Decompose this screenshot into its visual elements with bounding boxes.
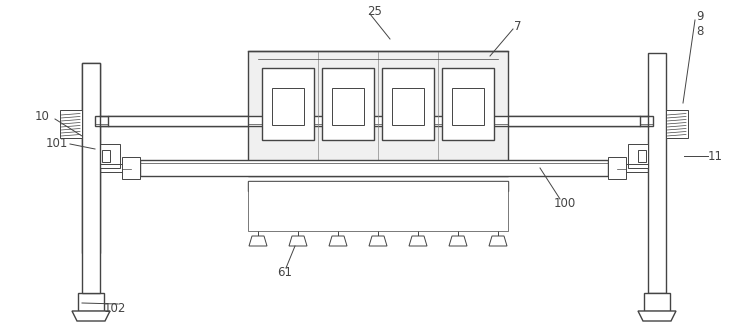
Bar	[102, 150, 110, 162]
Bar	[453, 181, 463, 189]
Polygon shape	[249, 236, 267, 246]
Bar	[291, 201, 305, 219]
Bar	[293, 181, 303, 189]
Text: 102: 102	[104, 303, 126, 315]
Bar	[82, 63, 100, 293]
Bar	[82, 63, 100, 253]
Text: 7: 7	[514, 20, 522, 32]
Text: 10: 10	[34, 110, 49, 122]
Bar	[60, 110, 82, 138]
Bar	[248, 51, 508, 176]
Bar	[382, 68, 434, 139]
Bar	[666, 110, 682, 138]
Bar	[108, 116, 248, 126]
Bar	[648, 53, 666, 293]
Bar	[413, 181, 423, 189]
Bar	[373, 181, 383, 189]
Text: 61: 61	[278, 266, 292, 279]
Polygon shape	[369, 236, 387, 246]
Bar	[452, 87, 484, 124]
Bar	[451, 201, 465, 219]
Bar	[608, 157, 626, 179]
Text: 9: 9	[696, 10, 704, 23]
Bar	[666, 110, 688, 138]
Polygon shape	[638, 311, 676, 321]
Bar	[333, 181, 343, 189]
Bar	[272, 87, 304, 124]
Text: 25: 25	[367, 5, 382, 18]
Bar	[628, 144, 648, 168]
Text: 100: 100	[554, 197, 576, 210]
Bar	[442, 68, 494, 139]
Polygon shape	[72, 311, 110, 321]
Bar	[95, 116, 653, 126]
Bar	[392, 87, 424, 124]
Text: 11: 11	[708, 150, 723, 163]
Text: 101: 101	[46, 136, 68, 150]
Polygon shape	[489, 236, 507, 246]
Bar	[644, 293, 670, 311]
Bar	[371, 201, 385, 219]
Bar	[251, 201, 265, 219]
Bar	[140, 160, 608, 176]
Bar	[322, 68, 374, 139]
Bar	[248, 181, 508, 231]
Bar	[248, 181, 508, 191]
Bar	[100, 144, 120, 168]
Bar	[331, 201, 345, 219]
Bar	[638, 150, 646, 162]
Polygon shape	[449, 236, 467, 246]
Text: 8: 8	[696, 24, 704, 37]
Bar	[253, 181, 263, 189]
Polygon shape	[409, 236, 427, 246]
Bar	[332, 87, 364, 124]
Polygon shape	[289, 236, 307, 246]
Polygon shape	[329, 236, 347, 246]
Bar	[493, 181, 503, 189]
Bar	[508, 116, 640, 126]
Bar	[411, 201, 425, 219]
Bar	[78, 293, 104, 311]
Bar	[491, 201, 505, 219]
Bar	[262, 68, 314, 139]
Bar	[122, 157, 140, 179]
Bar	[66, 110, 82, 138]
